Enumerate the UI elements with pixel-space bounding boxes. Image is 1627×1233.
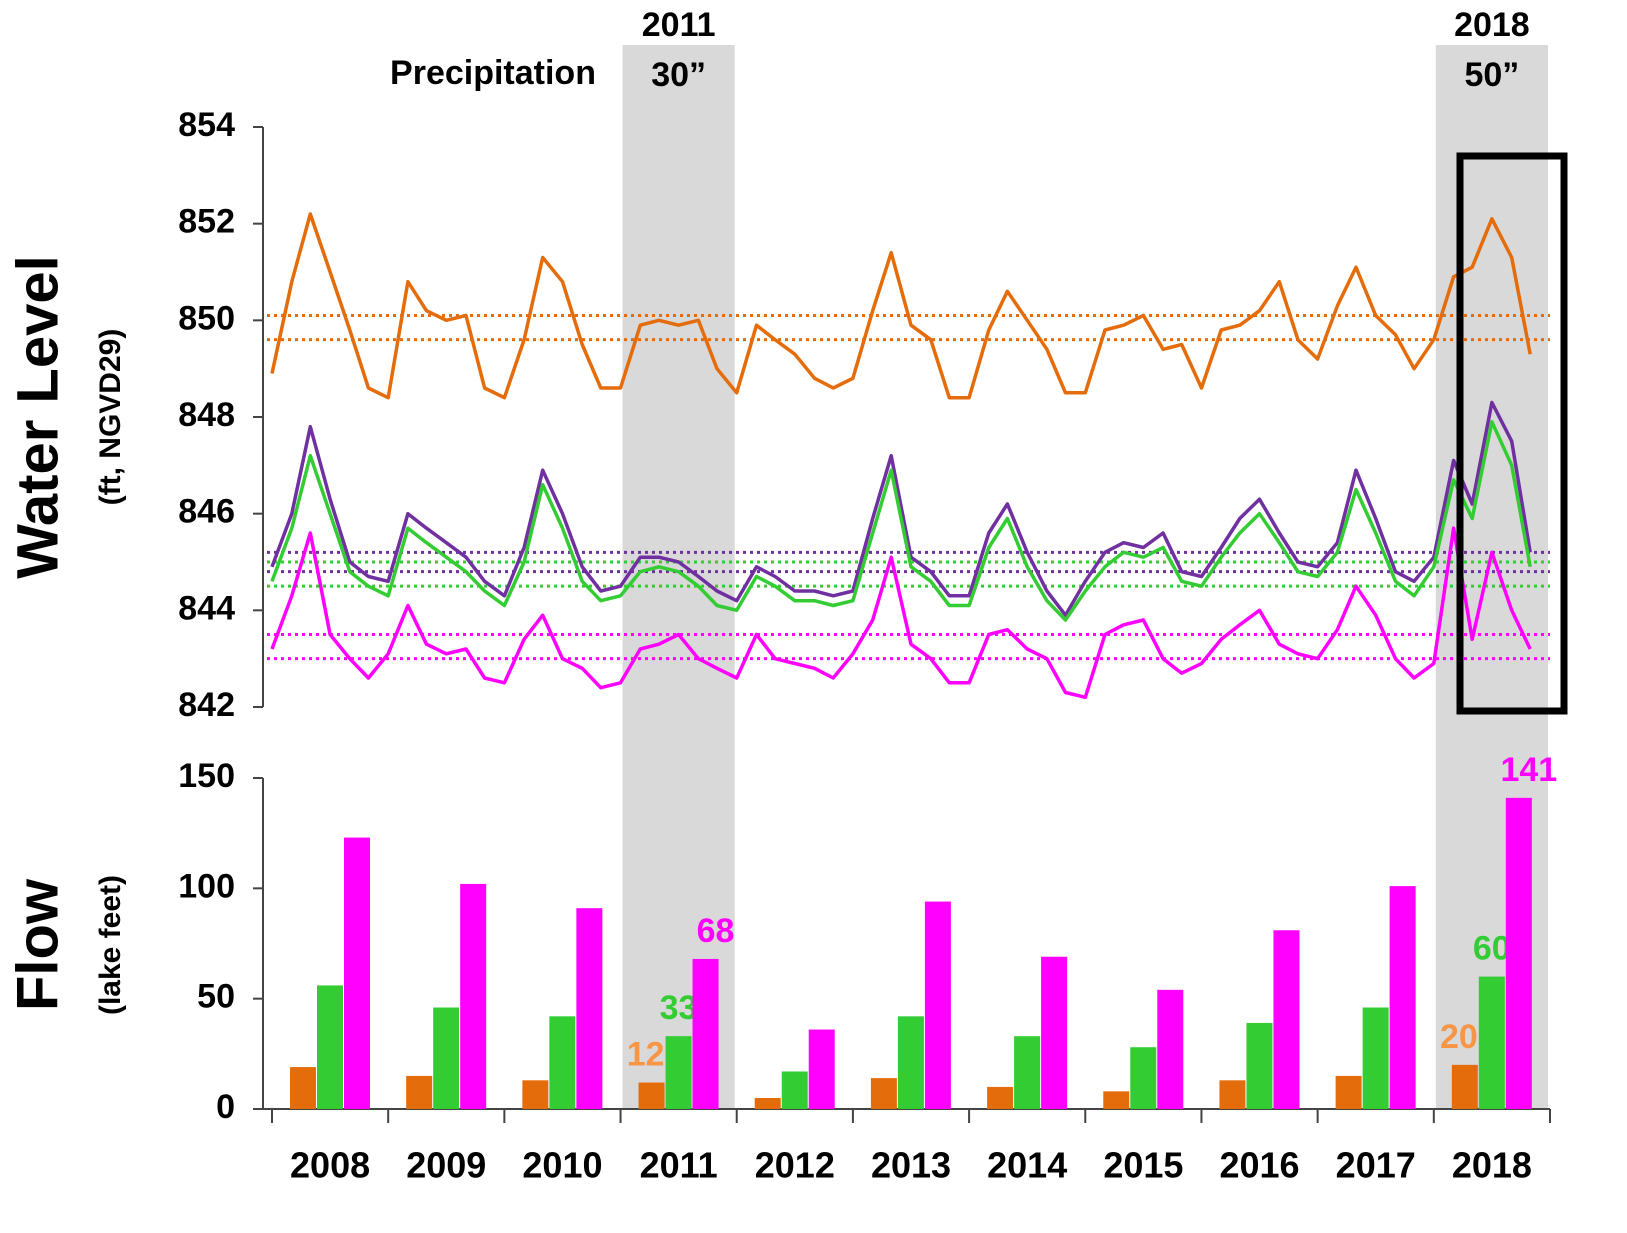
flow-bar xyxy=(781,1071,808,1109)
x-tick-label: 2018 xyxy=(1452,1145,1532,1186)
y-tick-label: 852 xyxy=(178,203,235,241)
x-tick-label: 2010 xyxy=(522,1145,602,1186)
y-tick-label: 850 xyxy=(178,299,235,337)
flow-bar xyxy=(1130,1047,1157,1109)
y-axis-subtitle: (lake feet) xyxy=(94,875,127,1015)
flow-bar xyxy=(1451,1064,1478,1109)
value-label: 141 xyxy=(1500,751,1557,789)
highlight-year: 2018 xyxy=(1454,6,1530,44)
x-tick-label: 2014 xyxy=(987,1145,1067,1186)
flow-bar xyxy=(576,908,603,1109)
value-label: 60 xyxy=(1473,930,1511,968)
flow-bar xyxy=(290,1067,316,1109)
x-tick-label: 2016 xyxy=(1219,1145,1299,1186)
x-tick-label: 2015 xyxy=(1103,1145,1183,1186)
flow-bar xyxy=(638,1082,665,1109)
x-tick-label: 2008 xyxy=(290,1145,370,1186)
flow-bar xyxy=(1273,930,1300,1109)
y-tick-label: 0 xyxy=(216,1088,235,1126)
y-tick-label: 842 xyxy=(178,686,235,724)
focus-box xyxy=(1456,152,1568,715)
water-level-line xyxy=(270,400,1532,617)
highlight-label: 50” xyxy=(1464,56,1519,94)
flow-bar xyxy=(924,901,951,1109)
x-tick-label: 2009 xyxy=(406,1145,486,1186)
y-tick-label: 50 xyxy=(197,978,235,1016)
x-tick-label: 2013 xyxy=(871,1145,951,1186)
water-level-line xyxy=(270,526,1532,700)
flow-bar xyxy=(1505,797,1532,1109)
water-level-line xyxy=(270,420,1532,622)
flow-bar xyxy=(1246,1022,1273,1109)
value-label: 20 xyxy=(1440,1018,1478,1056)
flow-bar xyxy=(1041,956,1068,1109)
value-label: 12 xyxy=(627,1036,665,1074)
flow-bar xyxy=(987,1086,1014,1109)
y-tick-label: 846 xyxy=(178,493,235,531)
y-tick-label: 150 xyxy=(178,757,235,795)
flow-bar xyxy=(1335,1075,1362,1109)
value-label: 33 xyxy=(660,989,698,1027)
flow-bar xyxy=(1157,989,1184,1109)
y-axis-title: Flow xyxy=(5,878,70,1011)
flow-bar xyxy=(1389,886,1416,1109)
flow-bar xyxy=(1219,1080,1246,1109)
flow-bar xyxy=(1103,1091,1130,1109)
flow-bar xyxy=(897,1016,924,1109)
value-label: 68 xyxy=(697,912,735,950)
y-axis-title: Water Level xyxy=(5,255,70,578)
flow-bar xyxy=(754,1097,781,1109)
highlight-label: 30” xyxy=(651,56,706,94)
flow-bar xyxy=(1478,976,1505,1109)
y-tick-label: 848 xyxy=(178,396,235,434)
y-tick-label: 100 xyxy=(178,867,235,905)
flow-bar xyxy=(460,883,487,1109)
flow-bar xyxy=(1362,1007,1389,1109)
water-level-line xyxy=(270,212,1532,400)
highlight-band xyxy=(622,45,735,1109)
highlight-year: 2011 xyxy=(642,6,716,44)
flow-bar xyxy=(808,1029,835,1109)
flow-bar xyxy=(522,1080,549,1109)
x-tick-label: 2012 xyxy=(755,1145,835,1186)
x-tick-label: 2017 xyxy=(1336,1145,1416,1186)
flow-bar xyxy=(692,958,719,1109)
precipitation-label: Precipitation xyxy=(390,54,596,92)
x-tick-label: 2011 xyxy=(640,1145,718,1186)
flow-bar xyxy=(406,1075,433,1109)
flow-bar xyxy=(870,1078,897,1109)
y-tick-label: 844 xyxy=(178,589,235,627)
flow-bar xyxy=(344,837,370,1109)
flow-bar xyxy=(317,985,343,1109)
y-tick-label: 854 xyxy=(178,106,235,144)
flow-bar xyxy=(549,1016,576,1109)
y-axis-subtitle: (ft, NGVD29) xyxy=(94,329,127,506)
flow-bar xyxy=(433,1007,460,1109)
flow-bar xyxy=(1014,1036,1041,1109)
flow-bar xyxy=(665,1036,692,1109)
